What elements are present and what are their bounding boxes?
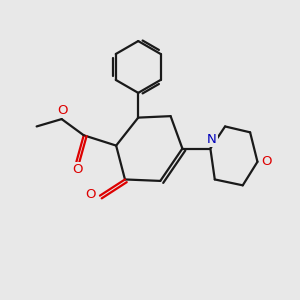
- Text: O: O: [73, 163, 83, 176]
- Text: O: O: [57, 104, 68, 117]
- Text: O: O: [262, 155, 272, 168]
- Text: O: O: [85, 188, 96, 201]
- Text: N: N: [207, 133, 217, 146]
